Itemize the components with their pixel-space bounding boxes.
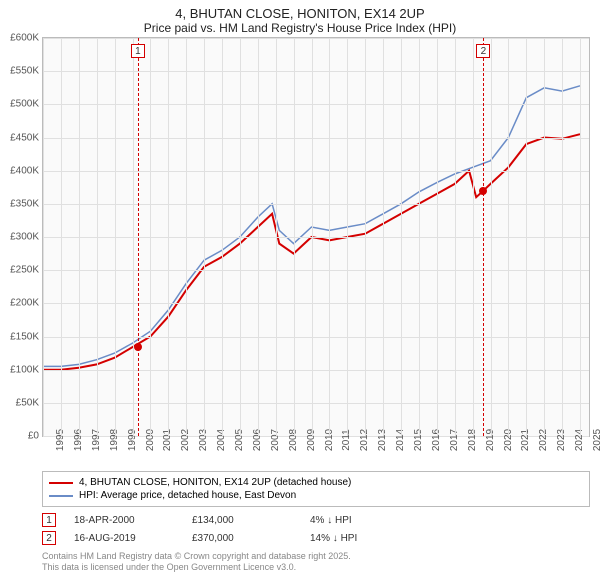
legend-label: 4, BHUTAN CLOSE, HONITON, EX14 2UP (deta…	[79, 477, 351, 488]
sale-row: 1 18-APR-2000 £134,000 4% ↓ HPI	[42, 511, 590, 529]
marker-box-1: 1	[131, 44, 145, 58]
gridline-v	[491, 38, 492, 436]
gridline-v	[419, 38, 420, 436]
gridline-h	[43, 403, 589, 404]
gridline-h	[43, 270, 589, 271]
gridline-v	[329, 38, 330, 436]
y-tick-label: £550K	[10, 66, 39, 77]
footnote-line2: This data is licensed under the Open Gov…	[42, 562, 590, 573]
legend-item: HPI: Average price, detached house, East…	[49, 489, 583, 502]
gridline-v	[526, 38, 527, 436]
gridline-h	[43, 71, 589, 72]
gridline-v	[133, 38, 134, 436]
gridline-v	[473, 38, 474, 436]
marker-box-2: 2	[476, 44, 490, 58]
y-tick-label: £50K	[16, 397, 39, 408]
gridline-v	[258, 38, 259, 436]
gridline-v	[508, 38, 509, 436]
y-tick-label: £200K	[10, 298, 39, 309]
gridline-h	[43, 370, 589, 371]
y-tick-label: £400K	[10, 165, 39, 176]
gridline-v	[222, 38, 223, 436]
gridline-v	[437, 38, 438, 436]
gridline-v	[97, 38, 98, 436]
gridline-v	[312, 38, 313, 436]
gridline-v	[168, 38, 169, 436]
marker-line-2	[483, 38, 484, 436]
marker-point-2	[479, 187, 487, 195]
chart-container: 4, BHUTAN CLOSE, HONITON, EX14 2UP Price…	[0, 0, 600, 560]
legend-label: HPI: Average price, detached house, East…	[79, 490, 296, 501]
gridline-h	[43, 337, 589, 338]
y-tick-label: £150K	[10, 331, 39, 342]
sale-row: 2 16-AUG-2019 £370,000 14% ↓ HPI	[42, 529, 590, 547]
gridline-v	[61, 38, 62, 436]
gridline-v	[276, 38, 277, 436]
gridline-v	[562, 38, 563, 436]
x-tick-label: 2025	[580, 429, 600, 451]
chart-plot-area: £0£50K£100K£150K£200K£250K£300K£350K£400…	[42, 37, 590, 437]
sales-table: 1 18-APR-2000 £134,000 4% ↓ HPI 2 16-AUG-2019…	[42, 511, 590, 547]
gridline-v	[240, 38, 241, 436]
sale-date: 18-APR-2000	[74, 515, 174, 526]
y-tick-label: £0	[28, 431, 39, 442]
sale-price: £370,000	[192, 533, 292, 544]
y-tick-label: £450K	[10, 132, 39, 143]
gridline-h	[43, 303, 589, 304]
footnote: Contains HM Land Registry data © Crown c…	[42, 551, 590, 573]
gridline-v	[401, 38, 402, 436]
sale-date: 16-AUG-2019	[74, 533, 174, 544]
gridline-v	[580, 38, 581, 436]
gridline-v	[79, 38, 80, 436]
gridline-v	[365, 38, 366, 436]
gridline-v	[544, 38, 545, 436]
legend-swatch	[49, 495, 73, 497]
sale-marker: 1	[42, 513, 56, 527]
gridline-v	[204, 38, 205, 436]
sale-marker: 2	[42, 531, 56, 545]
gridline-v	[455, 38, 456, 436]
sale-delta: 4% ↓ HPI	[310, 515, 410, 526]
gridline-v	[347, 38, 348, 436]
y-tick-label: £500K	[10, 99, 39, 110]
gridline-h	[43, 38, 589, 39]
y-tick-label: £300K	[10, 232, 39, 243]
marker-point-1	[134, 343, 142, 351]
gridline-v	[186, 38, 187, 436]
gridline-v	[43, 38, 44, 436]
y-tick-label: £350K	[10, 198, 39, 209]
sale-price: £134,000	[192, 515, 292, 526]
sale-delta: 14% ↓ HPI	[310, 533, 410, 544]
title-subtitle: Price paid vs. HM Land Registry's House …	[0, 21, 600, 35]
y-tick-label: £100K	[10, 364, 39, 375]
footnote-line1: Contains HM Land Registry data © Crown c…	[42, 551, 590, 562]
gridline-v	[383, 38, 384, 436]
gridline-h	[43, 237, 589, 238]
gridline-h	[43, 138, 589, 139]
title-address: 4, BHUTAN CLOSE, HONITON, EX14 2UP	[0, 6, 600, 21]
gridline-v	[150, 38, 151, 436]
legend: 4, BHUTAN CLOSE, HONITON, EX14 2UP (deta…	[42, 471, 590, 507]
gridline-v	[115, 38, 116, 436]
gridline-h	[43, 171, 589, 172]
gridline-v	[294, 38, 295, 436]
y-tick-label: £600K	[10, 33, 39, 44]
marker-line-1	[138, 38, 139, 436]
gridline-h	[43, 204, 589, 205]
legend-item: 4, BHUTAN CLOSE, HONITON, EX14 2UP (deta…	[49, 476, 583, 489]
title-block: 4, BHUTAN CLOSE, HONITON, EX14 2UP Price…	[0, 0, 600, 37]
gridline-h	[43, 104, 589, 105]
legend-swatch	[49, 482, 73, 484]
y-tick-label: £250K	[10, 265, 39, 276]
